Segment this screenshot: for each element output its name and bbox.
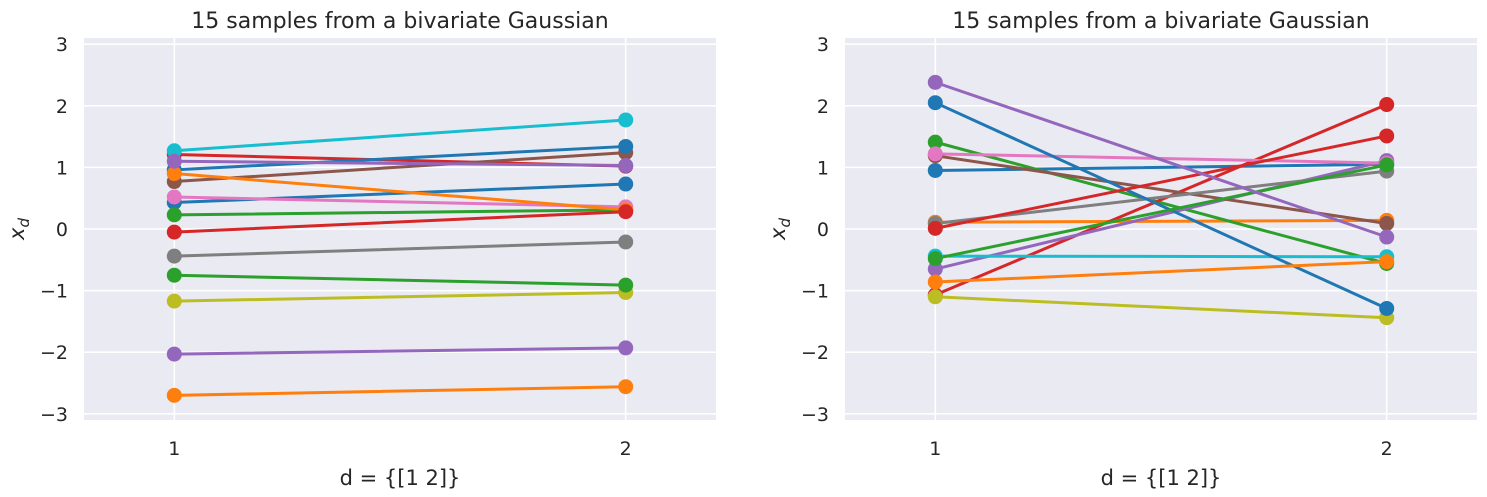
chart-title: 15 samples from a bivariate Gaussian — [952, 9, 1369, 34]
series-14-point-2 — [618, 204, 634, 220]
y-axis-label: xd — [5, 218, 33, 241]
series-14-point-1 — [927, 220, 943, 236]
y-axis-label-subscript: d — [15, 218, 33, 228]
series-15-point-2 — [1379, 229, 1395, 245]
x-tick-label: 2 — [1381, 438, 1393, 460]
series-line-15 — [172, 159, 628, 168]
series-1-point-1 — [927, 162, 943, 178]
x-tick-label: 1 — [929, 438, 941, 460]
series-line-14 — [172, 210, 628, 234]
y-tick-label: 3 — [56, 34, 68, 56]
y-tick-label: 3 — [817, 34, 829, 56]
series-10-point-2 — [618, 112, 634, 128]
y-tick-label: −3 — [801, 404, 829, 426]
series-15-point-1 — [166, 153, 182, 169]
series-11-point-2 — [618, 138, 634, 154]
chart-panel-1: −3 −2 −1 0 1 2 3 1 2 15 samples from a bivariate … — [5, 9, 716, 490]
series-7-point-1 — [166, 189, 182, 205]
y-axis-label-base: x — [766, 227, 790, 241]
series-15-point-2 — [618, 158, 634, 174]
chart-panel-2: −3 −2 −1 0 1 2 3 1 2 15 samples from a bivariate … — [766, 9, 1477, 490]
series-11-point-2 — [1379, 300, 1395, 316]
series-5-point-1 — [927, 261, 943, 277]
y-tick-label: 0 — [56, 219, 68, 241]
series-11-point-1 — [927, 95, 943, 111]
y-tick-label: 1 — [817, 157, 829, 179]
series-12-point-1 — [166, 166, 182, 182]
series-line-4 — [933, 103, 1389, 297]
series-line-12 — [172, 172, 628, 212]
y-axis-label-base: x — [5, 227, 29, 241]
series-14-point-2 — [1379, 128, 1395, 144]
y-tick-label: −2 — [40, 342, 68, 364]
series-line-3 — [172, 208, 628, 217]
y-axis-label-subscript: d — [776, 218, 794, 228]
series-13-point-1 — [927, 251, 943, 267]
y-tick-label: −1 — [801, 281, 829, 303]
series-6-point-2 — [1379, 215, 1395, 231]
series-line-10 — [172, 118, 628, 153]
series-line-5 — [172, 346, 628, 356]
series-13-point-2 — [618, 277, 634, 293]
series-line-9 — [172, 290, 628, 303]
y-tick-label: −1 — [40, 281, 68, 303]
series-line-8 — [172, 240, 628, 258]
series-3-point-1 — [166, 207, 182, 223]
series-12-point-2 — [1379, 254, 1395, 270]
series-line-13 — [172, 273, 628, 287]
series-line-15 — [933, 80, 1389, 239]
x-tick-label: 1 — [168, 438, 180, 460]
series-1-point-2 — [618, 176, 634, 192]
series-5-point-2 — [618, 340, 634, 356]
series-line-14 — [933, 134, 1389, 230]
series-13-point-1 — [166, 267, 182, 283]
series-10-point-1 — [166, 143, 182, 159]
y-tick-label: 0 — [817, 219, 829, 241]
series-5-point-1 — [166, 346, 182, 362]
series-8-point-2 — [618, 234, 634, 250]
chart-title: 15 samples from a bivariate Gaussian — [191, 9, 608, 34]
series-line-3 — [933, 140, 1389, 266]
y-tick-label: 1 — [56, 157, 68, 179]
series-8-point-1 — [166, 248, 182, 264]
x-axis-label: d = {[1 2]} — [1101, 466, 1222, 490]
series-15-point-1 — [927, 74, 943, 90]
y-axis-label: xd — [766, 218, 794, 241]
y-tick-label: 2 — [817, 96, 829, 118]
series-line-13 — [933, 163, 1389, 261]
x-axis-label: d = {[1 2]} — [340, 466, 461, 490]
series-line-12 — [933, 260, 1389, 284]
series-2-point-1 — [166, 387, 182, 403]
series-line-2 — [933, 218, 1389, 224]
y-tick-label: −2 — [801, 342, 829, 364]
series-line-2 — [172, 385, 628, 397]
series-4-point-2 — [1379, 97, 1395, 113]
series-9-point-1 — [166, 293, 182, 309]
series-3-point-1 — [927, 134, 943, 150]
series-9-point-1 — [927, 289, 943, 305]
series-line-1 — [933, 162, 1389, 172]
series-line-9 — [933, 295, 1389, 320]
y-tick-label: 2 — [56, 96, 68, 118]
x-tick-label: 2 — [620, 438, 632, 460]
series-13-point-2 — [1379, 157, 1395, 173]
y-tick-label: −3 — [40, 404, 68, 426]
series-line-11 — [172, 144, 628, 172]
series-14-point-1 — [166, 224, 182, 240]
series-7-point-1 — [927, 146, 943, 162]
series-line-11 — [933, 101, 1389, 310]
series-line-10 — [933, 254, 1389, 259]
series-12-point-1 — [927, 274, 943, 290]
series-2-point-2 — [618, 379, 634, 395]
series-line-6 — [172, 151, 628, 184]
